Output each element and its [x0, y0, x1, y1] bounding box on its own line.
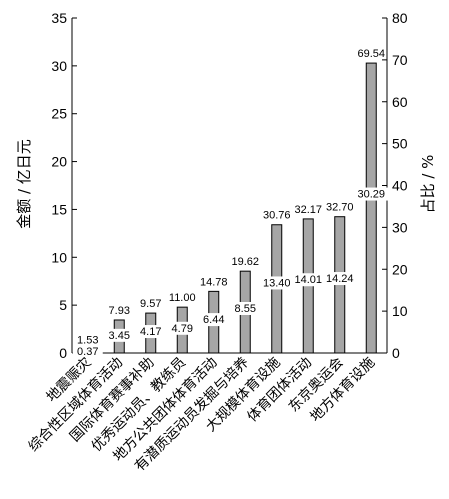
y2-tick-label: 60: [392, 94, 408, 110]
y-tick-label: 0: [59, 345, 67, 361]
percent-label: 11.00: [169, 292, 196, 304]
percent-label: 69.54: [357, 48, 385, 60]
y-tick-label: 15: [51, 201, 67, 217]
value-label-bg: [258, 276, 295, 290]
y2-tick-label: 0: [392, 345, 400, 361]
y2-axis-title: 占比 / %: [419, 155, 437, 214]
percent-label: 14.78: [200, 276, 228, 288]
value-label-bg: [353, 187, 390, 201]
value-label: 13.40: [263, 277, 291, 289]
bar: [365, 62, 377, 354]
percent-label: 19.62: [231, 256, 259, 268]
y-tick-label: 5: [59, 297, 67, 313]
value-label: 3.45: [109, 330, 130, 342]
value-label-bg: [230, 301, 261, 315]
value-label: 4.79: [172, 323, 193, 335]
value-label-bg: [135, 325, 166, 339]
y-tick-label: 35: [51, 10, 67, 26]
value-label: 30.29: [357, 189, 385, 201]
percent-label: 30.76: [263, 210, 291, 222]
y-tick-label: 10: [51, 249, 67, 265]
y2-tick-label: 10: [392, 303, 408, 319]
value-label: 14.01: [294, 274, 322, 286]
y-tick-label: 25: [51, 106, 67, 122]
y2-tick-label: 50: [392, 136, 408, 152]
value-label-bg: [104, 328, 135, 342]
value-label: 4.17: [140, 326, 161, 338]
y2-tick-label: 40: [392, 178, 408, 194]
percent-label: 32.70: [326, 202, 354, 214]
plot-area: 05101520253035010203040506070801.530.37地…: [26, 10, 408, 475]
value-label: 14.24: [326, 273, 354, 285]
value-label-bg: [321, 272, 358, 286]
y2-tick-label: 70: [392, 52, 408, 68]
percent-label: 1.53: [77, 334, 98, 346]
y2-tick-label: 20: [392, 261, 408, 277]
value-label: 0.37: [77, 346, 98, 358]
value-label-bg: [167, 321, 198, 335]
value-label-bg: [198, 313, 229, 327]
y-axis-title: 金额 / 亿日元: [15, 139, 33, 229]
percent-label: 9.57: [140, 298, 161, 310]
value-label: 8.55: [235, 303, 256, 315]
value-label-bg: [72, 345, 103, 359]
value-label-bg: [290, 273, 327, 287]
y2-tick-label: 30: [392, 219, 408, 235]
y-tick-label: 30: [51, 58, 67, 74]
value-label: 6.44: [203, 314, 224, 326]
percent-label: 7.93: [109, 305, 130, 317]
y2-tick-label: 80: [392, 10, 408, 26]
percent-label: 32.17: [294, 204, 322, 216]
y-tick-label: 20: [51, 154, 67, 170]
